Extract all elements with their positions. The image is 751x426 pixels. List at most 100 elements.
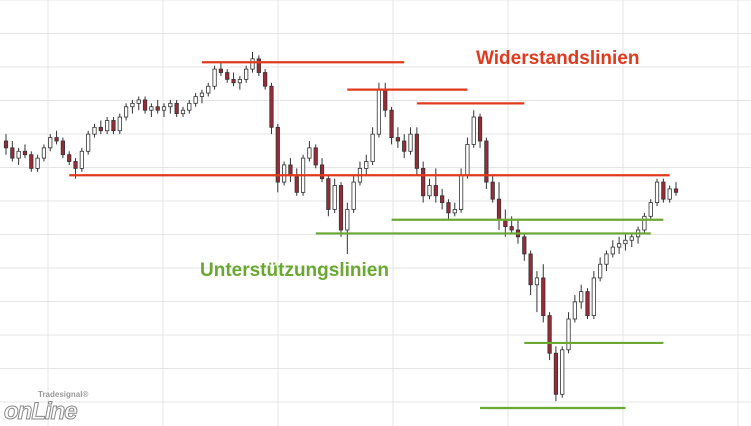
candle-body-up [105,120,110,132]
candle-body-up [345,209,350,231]
candle-body-up [427,185,432,197]
candle-body-down [294,174,299,193]
candle-body-down [142,99,148,111]
support-lines-group [315,218,664,410]
candle-body-up [307,147,312,159]
candle-body-up [654,181,660,204]
candle-body-down [383,89,388,111]
candle-body-down [111,120,116,132]
candle-body-up [48,137,53,149]
candle-body-down [541,277,546,316]
candle-body-up [370,133,375,162]
candle-body-up [591,277,596,316]
candle-body-up [579,291,584,303]
candle-body-up [244,68,249,80]
candle-body-down [585,291,590,316]
candle-body-up [79,150,84,169]
resistance-lines-group [69,61,670,177]
candle-body-down [326,178,331,210]
candle-body-up [598,263,603,279]
candle-body-down [10,147,15,159]
candle-body-down [402,140,407,152]
candle-body-up [534,277,540,286]
candle-body-down [446,202,451,214]
candle-body-down [319,164,325,180]
candle-body-down [275,126,280,183]
candle-body-up [648,202,653,217]
candle-body-up [130,102,135,108]
candle-body-down [269,85,274,128]
candle-body-up [667,188,672,200]
logo-name-text: onLine [4,398,79,426]
candle-body-up [35,157,40,169]
candle-body-up [452,209,457,214]
candle-body-down [263,72,268,87]
candle-body-down [73,161,78,169]
candle-body-up [458,174,464,210]
candle-body-up [199,92,205,97]
candle-body-up [117,116,122,132]
candle-body-down [547,315,552,354]
candle-body-up [161,106,167,111]
candle-body-up [376,89,382,135]
candle-body-up [332,185,337,210]
candle-body-up [617,243,622,248]
tradesignal-logo: Tradesignal® onLine [2,390,112,426]
candle-body-up [572,301,577,320]
candle-body-up [92,126,97,135]
candle-body-up [560,349,565,395]
candle-body-down [98,126,103,132]
candle-body-down [60,140,65,156]
candle-body-up [351,181,356,210]
candle-body-down [256,58,261,73]
candle-body-down [661,181,666,200]
candle-body-down [553,352,559,395]
candle-body-up [187,102,192,111]
candle-body-down [54,137,59,142]
candle-body-down [414,133,419,169]
candle-body-up [642,215,647,231]
candle-body-down [496,198,502,221]
candle-body-down [3,140,9,149]
candle-body-down [522,236,527,255]
candle-body-up [41,147,47,159]
candle-body-down [433,185,438,197]
candle-body-up [604,253,609,265]
candle-body-down [22,150,28,156]
candle-body-down [29,154,34,169]
candle-body-down [395,137,400,142]
candle-body-down [67,154,72,162]
candle-body-down [225,72,230,80]
candle-body-up [136,99,141,104]
candle-body-up [566,318,571,351]
candle-body-up [16,150,21,159]
candle-body-down [389,109,394,138]
candle-body-up [250,58,255,70]
candle-body-up [408,133,413,152]
candle-body-down [231,78,236,84]
candle-body-up [364,161,369,169]
candle-body-up [180,109,186,115]
candle-body-down [509,226,514,231]
candle-body-up [123,106,129,118]
candle-body-up [610,246,615,255]
candle-body-up [282,164,287,183]
candle-body-down [313,147,318,166]
candle-body-up [465,144,470,176]
candle-body-up [168,102,173,108]
candle-body-down [218,68,224,73]
logo-brand-text: Tradesignal® [38,390,89,399]
candle-body-down [490,181,495,200]
candle-body-up [212,68,217,87]
candle-body-down [673,188,679,193]
candle-body-up [471,116,476,145]
candle-body-down [338,185,344,231]
candle-body-down [528,253,533,286]
candle-body-down [288,164,293,176]
candle-body-down [155,106,160,111]
candles-group [3,52,679,402]
candle-body-up [193,96,198,104]
candle-body-up [149,106,154,111]
